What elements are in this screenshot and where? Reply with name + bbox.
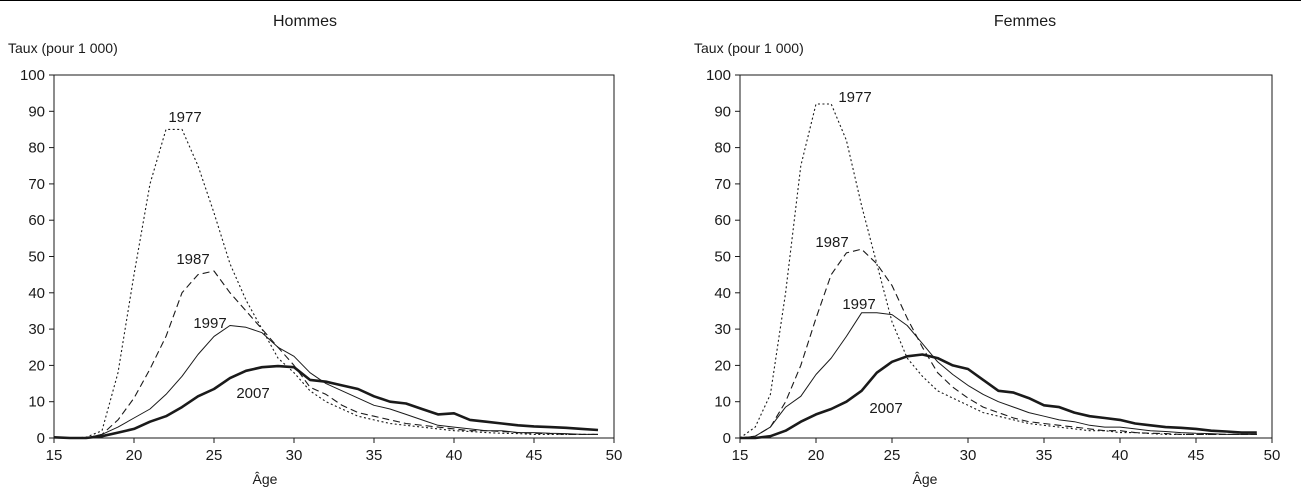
y-tick-label: 50 [28, 249, 45, 266]
x-tick-label: 15 [732, 447, 749, 464]
y-tick-label: 10 [28, 394, 45, 411]
y-tick-label: 90 [28, 103, 45, 120]
x-tick-label: 20 [126, 447, 143, 464]
series-label-2007: 2007 [869, 400, 902, 417]
chart-femmes: Femmes Taux (pour 1 000) Âge 0 10 20 30 40 50… [694, 13, 1281, 487]
series-line-2007 [53, 364, 599, 440]
x-tick-label: 20 [808, 447, 825, 464]
y-tick-label: 0 [723, 430, 731, 447]
y-tick-label: 100 [20, 67, 45, 84]
y-axis-label: Taux (pour 1 000) [694, 40, 804, 56]
series-line-1977 [53, 128, 598, 439]
y-tick-label: 70 [714, 176, 731, 193]
y-tick-label: 0 [37, 430, 45, 447]
x-tick-label: 30 [960, 447, 977, 464]
x-tick-label: 25 [206, 447, 223, 464]
top-rule [0, 0, 1301, 1]
series-line-1997 [739, 312, 1257, 439]
x-tick-label: 35 [366, 447, 383, 464]
plot-frame [739, 74, 1273, 439]
series-label-1997: 1997 [193, 315, 226, 332]
y-tick-label: 60 [714, 212, 731, 229]
y-axis-label: Taux (pour 1 000) [8, 40, 118, 56]
series-label-1987: 1987 [815, 234, 848, 251]
y-tick-label: 50 [714, 249, 731, 266]
x-tick-label: 40 [446, 447, 463, 464]
y-tick-label: 60 [28, 212, 45, 229]
y-tick-label: 80 [28, 140, 45, 157]
y-tick-label: 10 [714, 394, 731, 411]
chart-title: Femmes [994, 13, 1056, 30]
series-line-1977 [739, 103, 1257, 439]
y-tick-label: 30 [28, 321, 45, 338]
x-tick-label: 45 [1188, 447, 1205, 464]
chart-title: Hommes [273, 13, 337, 30]
x-tick-label: 30 [286, 447, 303, 464]
series-line-1997 [53, 325, 598, 439]
series-label-1987: 1987 [176, 251, 209, 268]
series-label-2007: 2007 [236, 385, 269, 402]
series-line-1987 [739, 248, 1257, 439]
y-tick-label: 80 [714, 140, 731, 157]
series-line-1987 [53, 270, 598, 439]
series-label-1997: 1997 [842, 296, 875, 313]
x-tick-label: 40 [1112, 447, 1129, 464]
x-tick-label: 45 [526, 447, 543, 464]
x-tick-label: 50 [606, 447, 623, 464]
y-tick-label: 40 [28, 285, 45, 302]
x-tick-label: 25 [884, 447, 901, 464]
x-axis-label: Âge [913, 471, 938, 487]
y-tick-label: 70 [28, 176, 45, 193]
y-tick-label: 40 [714, 285, 731, 302]
x-axis-label: Âge [253, 471, 278, 487]
y-tick-label: 100 [706, 67, 731, 84]
y-tick-label: 90 [714, 103, 731, 120]
series-line-2007 [740, 353, 1257, 440]
y-tick-label: 30 [714, 321, 731, 338]
y-tick-label: 20 [28, 357, 45, 374]
x-tick-label: 50 [1264, 447, 1281, 464]
series-label-1977: 1977 [838, 89, 871, 106]
series-label-1977: 1977 [168, 109, 201, 126]
y-tick-label: 20 [714, 357, 731, 374]
x-tick-label: 15 [46, 447, 63, 464]
x-tick-label: 35 [1036, 447, 1053, 464]
chart-hommes: Hommes Taux (pour 1 000) Âge 0 10 20 30 40 50… [8, 13, 623, 487]
